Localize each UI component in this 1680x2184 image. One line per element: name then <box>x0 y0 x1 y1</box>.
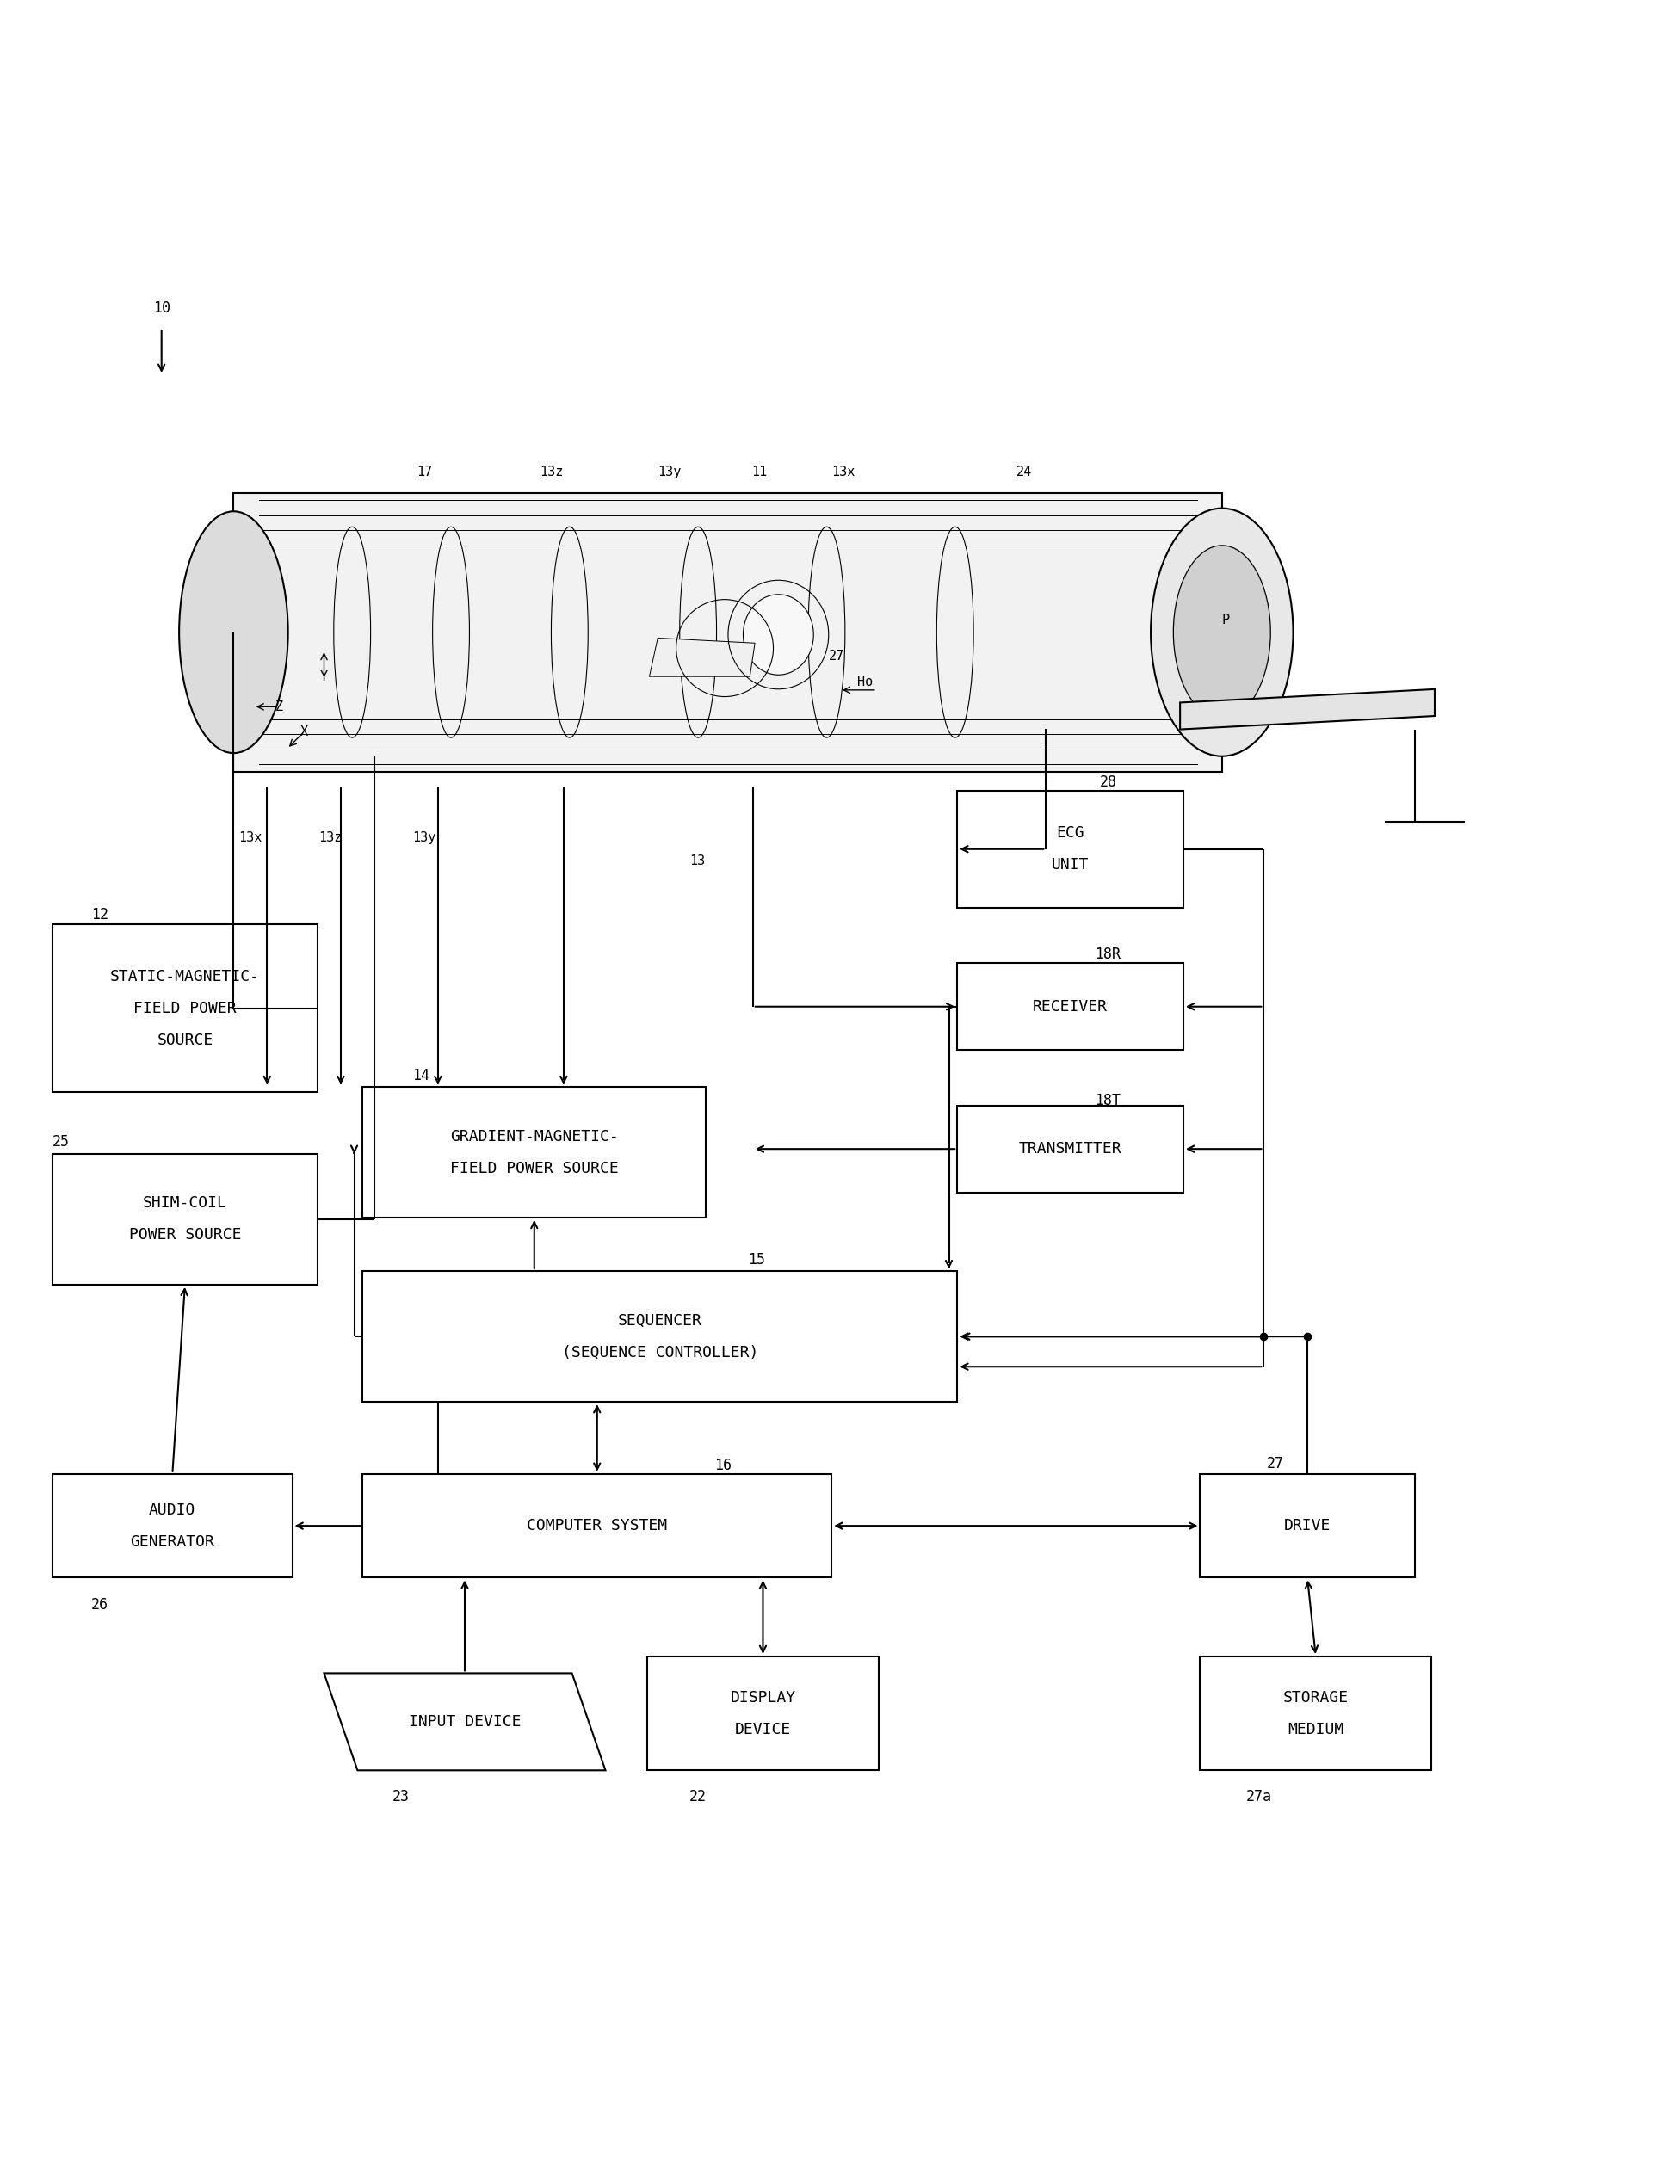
Ellipse shape <box>180 511 287 753</box>
FancyBboxPatch shape <box>52 1474 292 1577</box>
Text: SHIM-COIL: SHIM-COIL <box>143 1195 227 1212</box>
Text: 17: 17 <box>417 465 432 478</box>
Text: 28: 28 <box>1099 775 1117 791</box>
FancyBboxPatch shape <box>1200 1474 1415 1577</box>
Text: 11: 11 <box>751 465 768 478</box>
FancyBboxPatch shape <box>52 924 318 1092</box>
FancyBboxPatch shape <box>958 963 1183 1051</box>
Text: SEQUENCER: SEQUENCER <box>618 1313 702 1328</box>
Text: 12: 12 <box>91 906 108 922</box>
Text: Z: Z <box>276 701 282 714</box>
FancyBboxPatch shape <box>1200 1655 1431 1771</box>
Text: 26: 26 <box>91 1597 108 1612</box>
Text: 22: 22 <box>689 1789 706 1804</box>
Text: AUDIO: AUDIO <box>150 1503 197 1518</box>
FancyBboxPatch shape <box>363 1474 832 1577</box>
Text: 27: 27 <box>1267 1457 1284 1472</box>
FancyBboxPatch shape <box>647 1655 879 1771</box>
Text: 13z: 13z <box>539 465 564 478</box>
Text: 25: 25 <box>52 1133 69 1151</box>
FancyBboxPatch shape <box>363 1088 706 1219</box>
Text: 13z: 13z <box>319 830 343 843</box>
Text: P: P <box>1221 614 1230 627</box>
Text: TRANSMITTER: TRANSMITTER <box>1018 1142 1122 1158</box>
Text: X: X <box>301 725 307 738</box>
Text: MEDIUM: MEDIUM <box>1287 1721 1344 1736</box>
Text: 23: 23 <box>393 1789 410 1804</box>
Polygon shape <box>650 638 754 677</box>
Text: 18T: 18T <box>1095 1092 1121 1107</box>
FancyBboxPatch shape <box>52 1153 318 1284</box>
Ellipse shape <box>743 594 813 675</box>
Text: 24: 24 <box>1016 465 1032 478</box>
Text: ECG: ECG <box>1057 826 1084 841</box>
Text: UNIT: UNIT <box>1052 858 1089 874</box>
Text: 27: 27 <box>828 651 845 664</box>
Text: 13y: 13y <box>657 465 680 478</box>
Text: DRIVE: DRIVE <box>1284 1518 1331 1533</box>
Text: FIELD POWER SOURCE: FIELD POWER SOURCE <box>450 1160 618 1175</box>
Text: STORAGE: STORAGE <box>1284 1690 1349 1706</box>
Text: 16: 16 <box>714 1457 731 1474</box>
Text: 18R: 18R <box>1095 948 1121 963</box>
FancyBboxPatch shape <box>363 1271 958 1402</box>
Text: 13x: 13x <box>832 465 855 478</box>
Text: Ho: Ho <box>857 675 874 688</box>
Text: INPUT DEVICE: INPUT DEVICE <box>408 1714 521 1730</box>
Text: (SEQUENCE CONTROLLER): (SEQUENCE CONTROLLER) <box>561 1345 758 1361</box>
Text: 27a: 27a <box>1247 1789 1272 1804</box>
Text: 13y: 13y <box>413 830 437 843</box>
Text: 13x: 13x <box>239 830 262 843</box>
Text: POWER SOURCE: POWER SOURCE <box>129 1227 242 1243</box>
Text: DISPLAY: DISPLAY <box>731 1690 796 1706</box>
Polygon shape <box>234 494 1221 771</box>
Ellipse shape <box>1151 509 1294 756</box>
Text: DEVICE: DEVICE <box>734 1721 791 1736</box>
Text: RECEIVER: RECEIVER <box>1033 998 1107 1013</box>
Text: GRADIENT-MAGNETIC-: GRADIENT-MAGNETIC- <box>450 1129 618 1144</box>
Text: FIELD POWER: FIELD POWER <box>133 1000 237 1016</box>
Text: SOURCE: SOURCE <box>156 1033 213 1048</box>
Text: 15: 15 <box>748 1251 764 1267</box>
Ellipse shape <box>1173 546 1270 719</box>
Text: GENERATOR: GENERATOR <box>131 1533 215 1548</box>
Polygon shape <box>324 1673 605 1771</box>
Text: COMPUTER SYSTEM: COMPUTER SYSTEM <box>528 1518 667 1533</box>
Text: 13: 13 <box>690 854 706 867</box>
Polygon shape <box>1179 690 1435 729</box>
Text: 10: 10 <box>153 301 170 317</box>
Text: STATIC-MAGNETIC-: STATIC-MAGNETIC- <box>111 970 260 985</box>
FancyBboxPatch shape <box>958 791 1183 909</box>
Text: Y: Y <box>321 670 328 684</box>
Text: 14: 14 <box>413 1068 430 1083</box>
FancyBboxPatch shape <box>958 1105 1183 1192</box>
